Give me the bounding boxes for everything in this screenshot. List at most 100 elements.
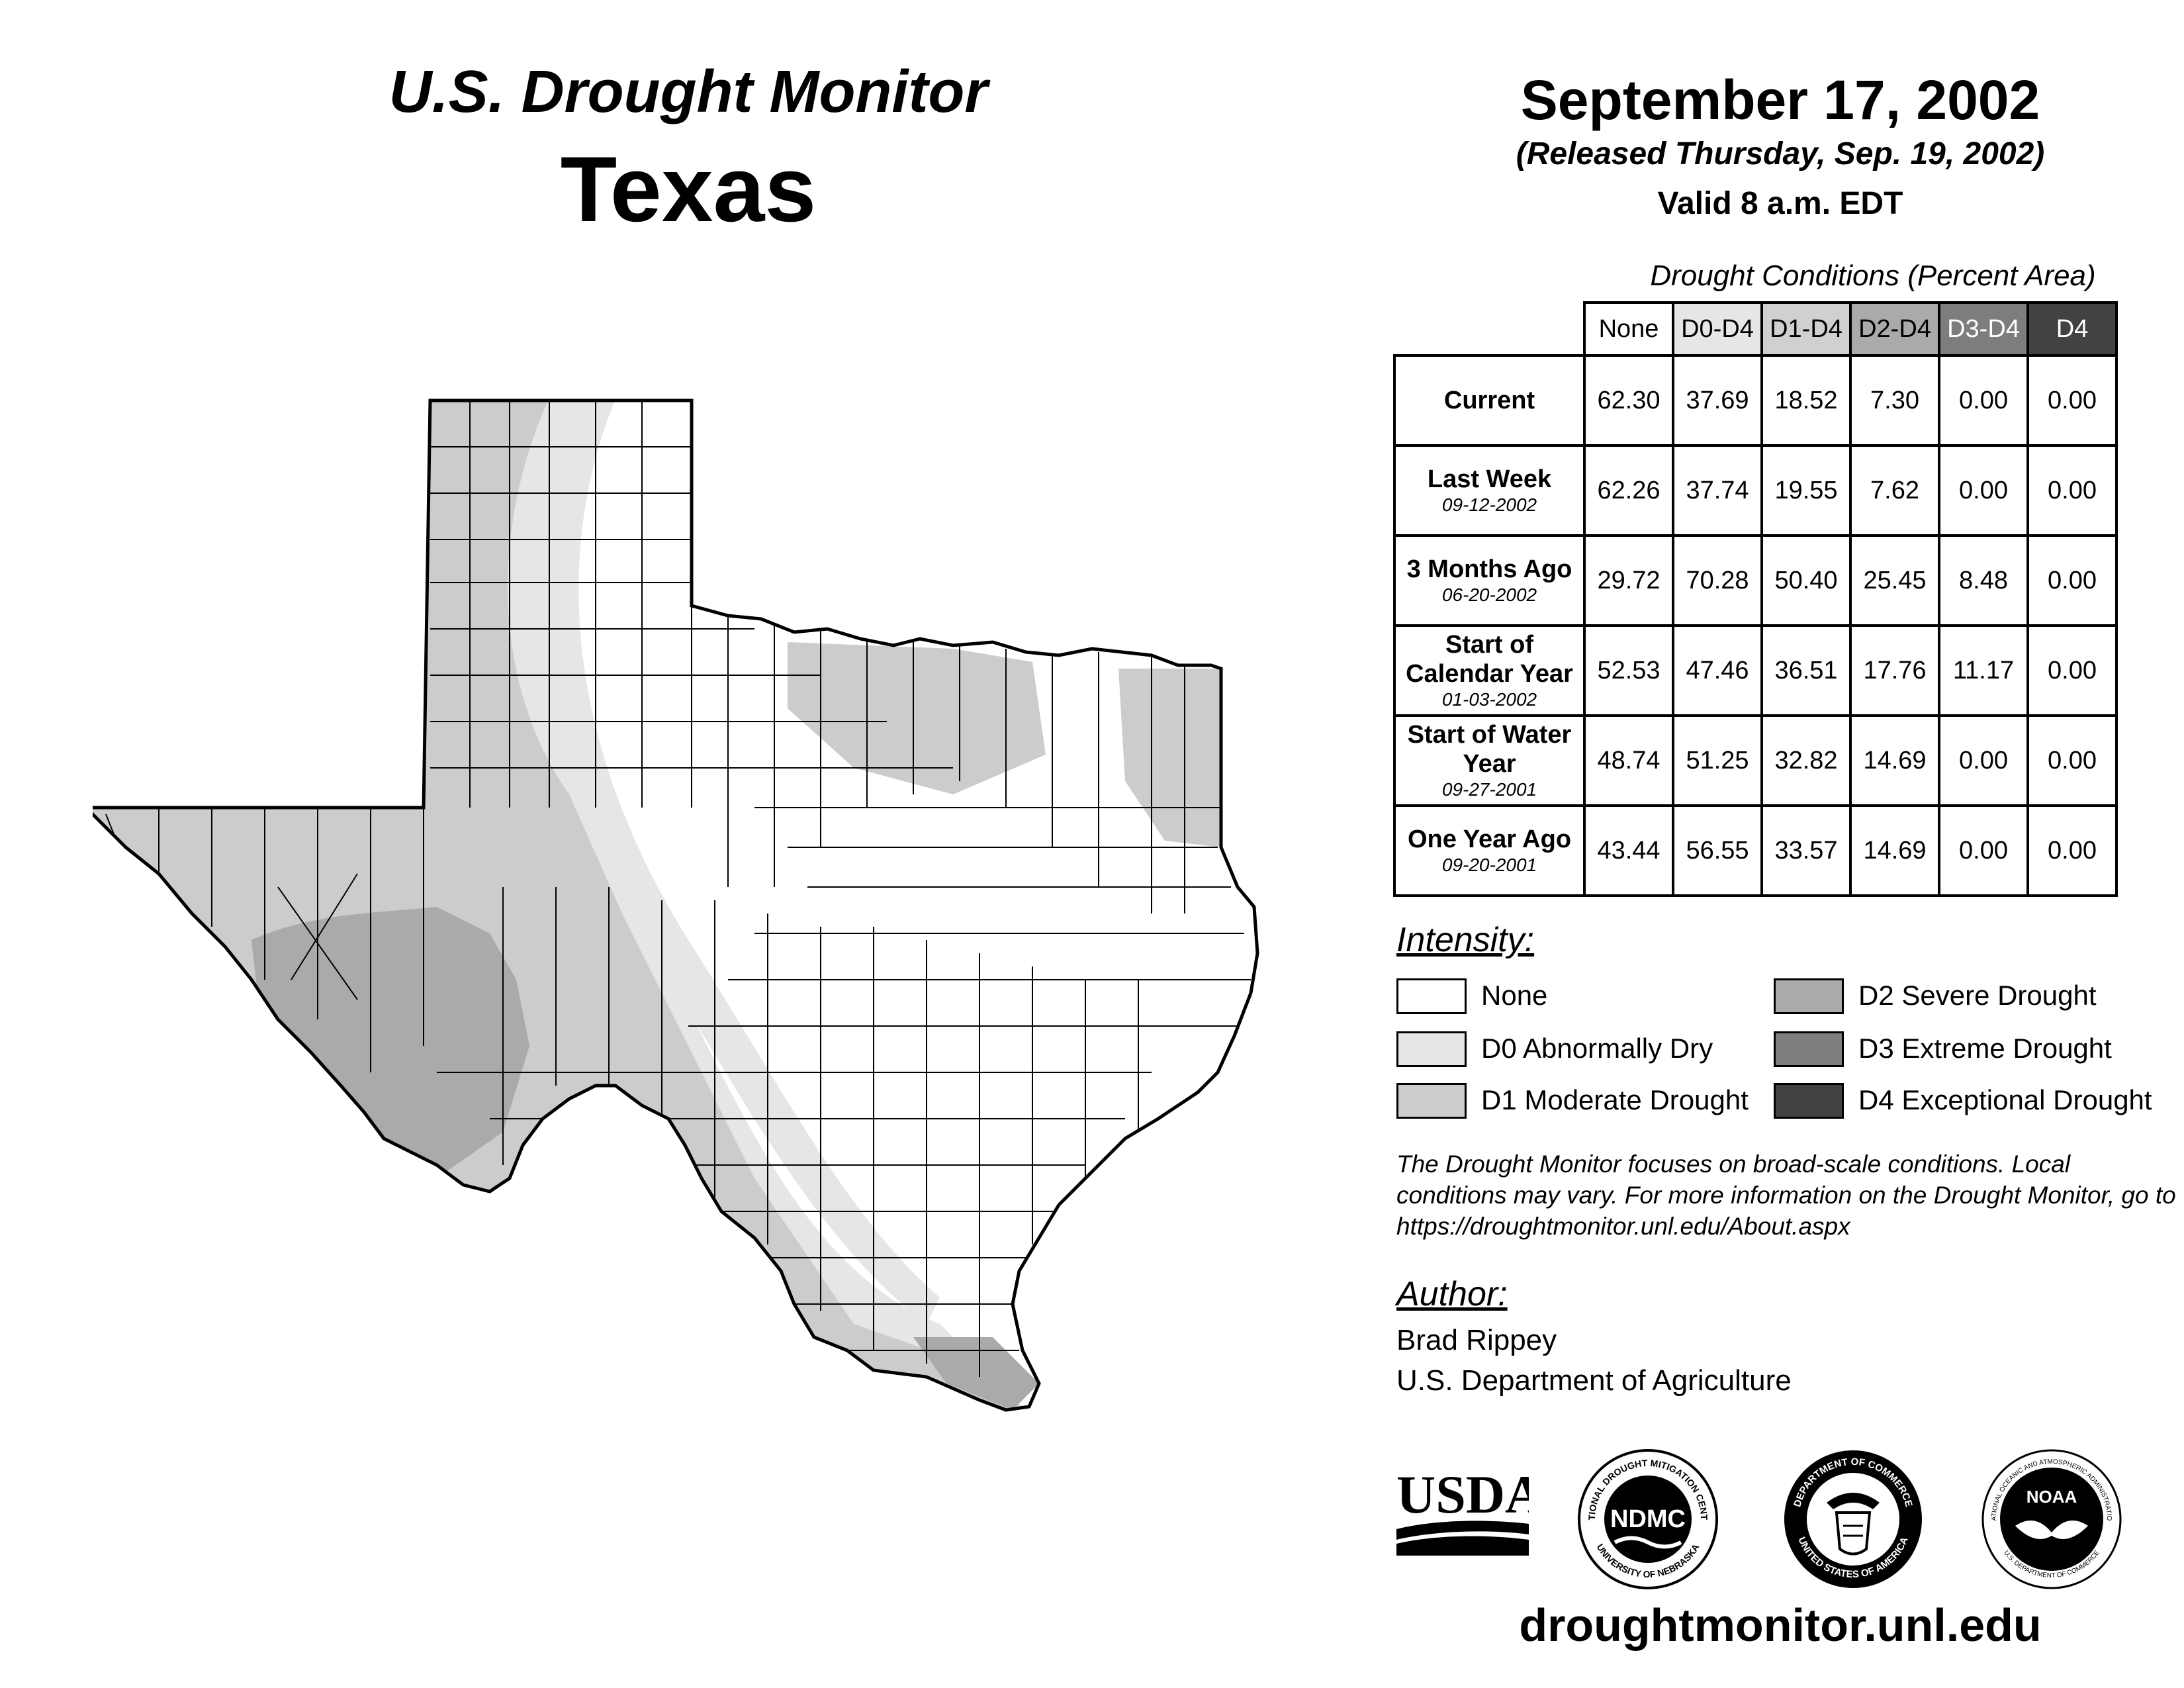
table-cell: 51.25 <box>1672 714 1763 807</box>
d0-corridor <box>543 400 940 1324</box>
texas-drought-map <box>93 384 1310 1549</box>
row-date: 01-03-2002 <box>1441 689 1537 710</box>
table-cell: 0.00 <box>2026 624 2118 717</box>
row-label: Last Week <box>1427 465 1552 493</box>
d2-area-south <box>913 1337 1039 1410</box>
table-cell: 8.48 <box>1938 534 2029 627</box>
table-cell: 37.69 <box>1672 354 1763 447</box>
table-cell: 50.40 <box>1760 534 1852 627</box>
table-cell: 48.74 <box>1583 714 1674 807</box>
table-header-row: None D0-D4 D1-D4 D2-D4 D3-D4 D4 <box>1394 301 2118 357</box>
author-organization: U.S. Department of Agriculture <box>1396 1364 1792 1397</box>
table-cell: 0.00 <box>1938 714 2029 807</box>
col-header: D3-D4 <box>1938 301 2029 357</box>
legend-swatch <box>1774 1083 1844 1119</box>
table-cell: 14.69 <box>1849 714 1940 807</box>
table-row: Start of Water Year 09-27-2001 48.74 51.2… <box>1393 714 2118 807</box>
table-cell: 0.00 <box>2026 444 2118 537</box>
table-cell: 0.00 <box>1938 804 2029 897</box>
table-cell: 11.17 <box>1938 624 2029 717</box>
table-cell: 0.00 <box>1938 354 2029 447</box>
row-label: 3 Months Ago <box>1406 555 1572 583</box>
col-header: D0-D4 <box>1672 301 1763 357</box>
table-row: One Year Ago 09-20-2001 43.44 56.55 33.57… <box>1393 804 2118 897</box>
table-cell: 0.00 <box>2026 534 2118 627</box>
legend-label: None <box>1481 980 1548 1011</box>
table-cell: 36.51 <box>1760 624 1852 717</box>
table-cell: 33.57 <box>1760 804 1852 897</box>
table-cell: 14.69 <box>1849 804 1940 897</box>
usda-logo: USDA <box>1396 1464 1529 1556</box>
col-header: D2-D4 <box>1849 301 1940 357</box>
legend-label: D4 Exceptional Drought <box>1858 1084 2152 1115</box>
legend-swatch <box>1396 978 1467 1014</box>
conditions-table: None D0-D4 D1-D4 D2-D4 D3-D4 D4 Current … <box>1393 301 2118 897</box>
row-date: 09-20-2001 <box>1441 855 1537 875</box>
d1-area-east <box>1118 669 1221 847</box>
map-date: September 17, 2002 <box>1520 69 2040 131</box>
table-cell: 37.74 <box>1672 444 1763 537</box>
row-date: 09-27-2001 <box>1441 779 1537 800</box>
row-label: One Year Ago <box>1407 825 1572 853</box>
table-cell: 62.26 <box>1583 444 1674 537</box>
usda-logo-text: USDA <box>1396 1464 1529 1524</box>
product-title: U.S. Drought Monitor <box>388 59 988 125</box>
legend-swatch <box>1774 1031 1844 1067</box>
region-title: Texas <box>560 137 817 241</box>
d1-area-northeast <box>788 642 1046 794</box>
legend-label: D2 Severe Drought <box>1858 980 2097 1011</box>
table-cell: 43.44 <box>1583 804 1674 897</box>
table-row: 3 Months Ago 06-20-2002 29.72 70.28 50.40… <box>1393 534 2118 627</box>
drought-shading <box>93 400 1257 1410</box>
table-cell: 62.30 <box>1583 354 1674 447</box>
website-url[interactable]: droughtmonitor.unl.edu <box>1519 1599 2042 1651</box>
table-cell: 19.55 <box>1760 444 1852 537</box>
noaa-logo-text: NOAA <box>2026 1487 2077 1507</box>
commerce-seal: DEPARTMENT OF COMMERCE UNITED STATES OF … <box>1784 1450 1922 1588</box>
table-cell: 25.45 <box>1849 534 1940 627</box>
legend-label: D1 Moderate Drought <box>1481 1084 1749 1115</box>
table-cell: 52.53 <box>1583 624 1674 717</box>
legend-swatch <box>1774 978 1844 1014</box>
table-cell: 0.00 <box>2026 354 2118 447</box>
legend-label: D0 Abnormally Dry <box>1481 1033 1713 1064</box>
row-date: 06-20-2002 <box>1441 585 1537 605</box>
release-date: (Released Thursday, Sep. 19, 2002) <box>1516 136 2045 171</box>
ndmc-logo: NATIONAL DROUGHT MITIGATION CENTER UNIVE… <box>1575 1446 1718 1589</box>
valid-time: Valid 8 a.m. EDT <box>1657 186 1903 221</box>
table-cell: 17.76 <box>1849 624 1940 717</box>
table-row: Start of Calendar Year 01-03-2002 52.53 4… <box>1393 624 2118 717</box>
d2-area <box>251 907 529 1178</box>
table-cell: 0.00 <box>2026 714 2118 807</box>
ndmc-logo-text: NDMC <box>1610 1505 1686 1533</box>
legend-label: D3 Extreme Drought <box>1858 1033 2112 1064</box>
col-header: D1-D4 <box>1760 301 1852 357</box>
row-label: Start of Calendar Year <box>1406 631 1573 688</box>
table-cell: 0.00 <box>1938 444 2029 537</box>
table-row: Last Week 09-12-2002 62.26 37.74 19.55 7.… <box>1393 444 2118 537</box>
col-header: D4 <box>2026 301 2118 357</box>
table-cell: 32.82 <box>1760 714 1852 807</box>
table-cell: 56.55 <box>1672 804 1763 897</box>
author-name: Brad Rippey <box>1396 1324 1557 1356</box>
table-cell: 7.30 <box>1849 354 1940 447</box>
legend-swatch <box>1396 1083 1467 1119</box>
row-date: 09-12-2002 <box>1441 494 1537 515</box>
author-heading: Author: <box>1396 1275 1508 1313</box>
table-cell: 18.52 <box>1760 354 1852 447</box>
noaa-logo: NATIONAL OCEANIC AND ATMOSPHERIC ADMINIS… <box>1979 1446 2122 1589</box>
disclaimer-note: The Drought Monitor focuses on broad-sca… <box>1396 1150 2176 1240</box>
row-label: Start of Water Year <box>1407 721 1572 778</box>
row-label: Current <box>1443 387 1535 414</box>
legend-swatch <box>1396 1031 1467 1067</box>
conditions-table-caption: Drought Conditions (Percent Area) <box>1650 259 2096 292</box>
table-row: Current 62.30 37.69 18.52 7.30 0.00 0.00 <box>1393 354 2118 447</box>
table-cell: 0.00 <box>2026 804 2118 897</box>
legend-title: Intensity: <box>1396 921 1535 959</box>
table-cell: 47.46 <box>1672 624 1763 717</box>
table-cell: 7.62 <box>1849 444 1940 537</box>
county-lines <box>105 400 1251 1377</box>
table-cell: 29.72 <box>1583 534 1674 627</box>
col-header: None <box>1583 301 1674 357</box>
table-cell: 70.28 <box>1672 534 1763 627</box>
